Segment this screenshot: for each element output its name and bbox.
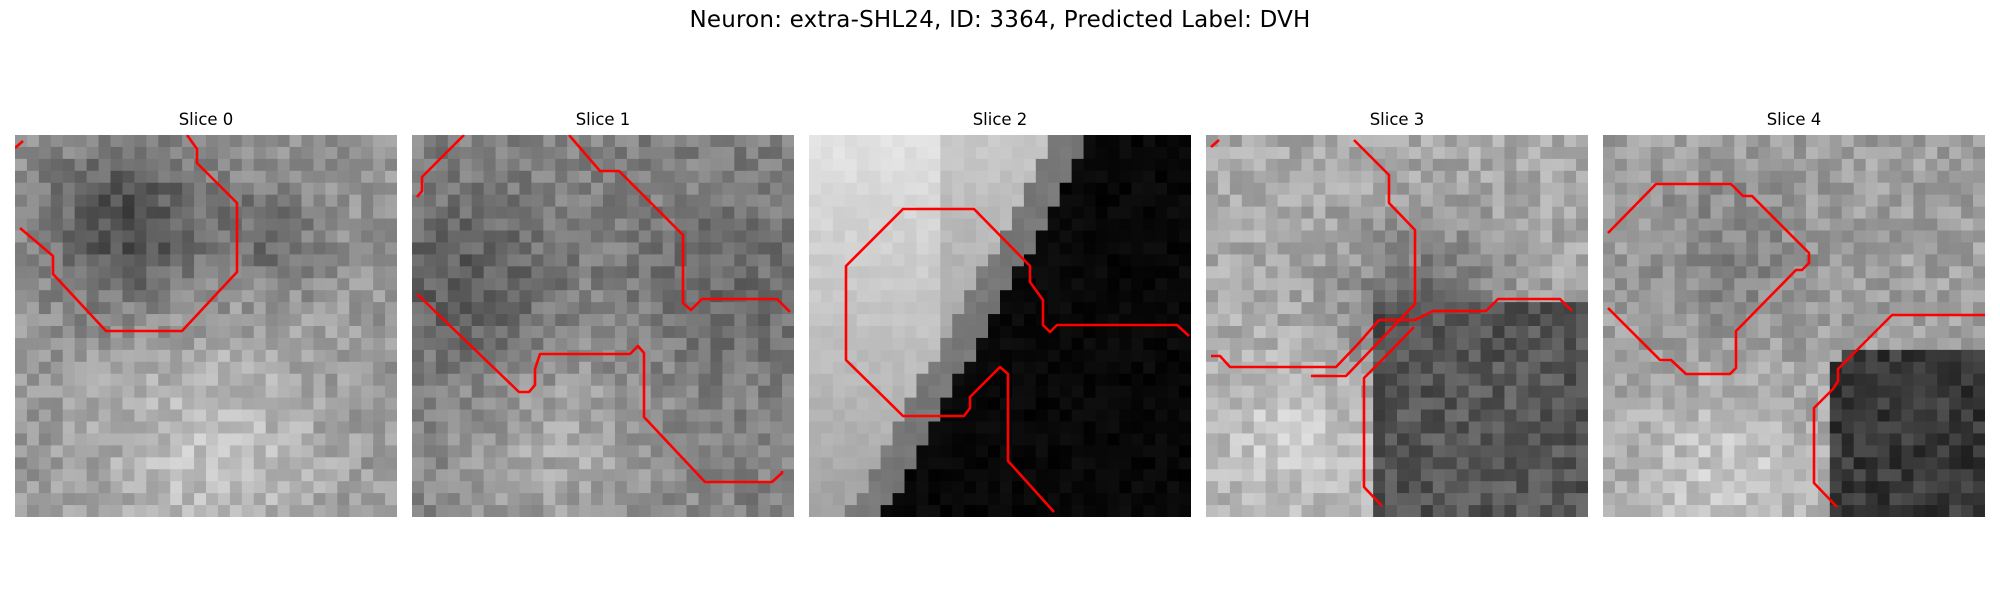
segmentation-contour — [568, 135, 791, 313]
pixel-grid — [412, 135, 794, 517]
pixel-grid — [15, 135, 397, 517]
segmentation-contour — [19, 135, 239, 333]
pixel-grid — [1206, 135, 1588, 517]
slice-title: Slice 1 — [575, 110, 631, 129]
slice-title: Slice 3 — [1369, 110, 1425, 129]
segmentation-contour — [416, 293, 784, 484]
slice-title: Slice 0 — [178, 110, 234, 129]
segmentation-contour — [416, 135, 465, 198]
slice-title: Slice 2 — [972, 110, 1028, 129]
slice-panel-3: Slice 3 — [1206, 110, 1588, 520]
figure-title: Neuron: extra-SHL24, ID: 3364, Predicted… — [689, 7, 1311, 33]
slice-panel-0: Slice 0 — [15, 110, 397, 520]
segmentation-contour — [1311, 139, 1417, 378]
pixel-grid — [809, 135, 1191, 517]
pixel-grid — [1603, 135, 1985, 517]
slice-title: Slice 4 — [1766, 110, 1822, 129]
slice-panel-2: Slice 2 — [809, 110, 1191, 520]
slice-panel-1: Slice 1 — [412, 110, 794, 520]
slice-image-3 — [1206, 135, 1588, 517]
slice-image-0 — [15, 135, 397, 517]
slice-image-2 — [809, 135, 1191, 517]
slice-image-4 — [1603, 135, 1985, 517]
segmentation-contour — [1607, 182, 1811, 376]
segmentation-contour — [844, 207, 1190, 513]
segmentation-contour — [15, 140, 24, 149]
slice-panel-4: Slice 4 — [1603, 110, 1985, 520]
segmentation-contour — [1812, 313, 1985, 508]
segmentation-contour — [1362, 326, 1415, 507]
segmentation-contour — [1211, 297, 1573, 369]
segmentation-contour — [1210, 139, 1220, 148]
slice-image-1 — [412, 135, 794, 517]
